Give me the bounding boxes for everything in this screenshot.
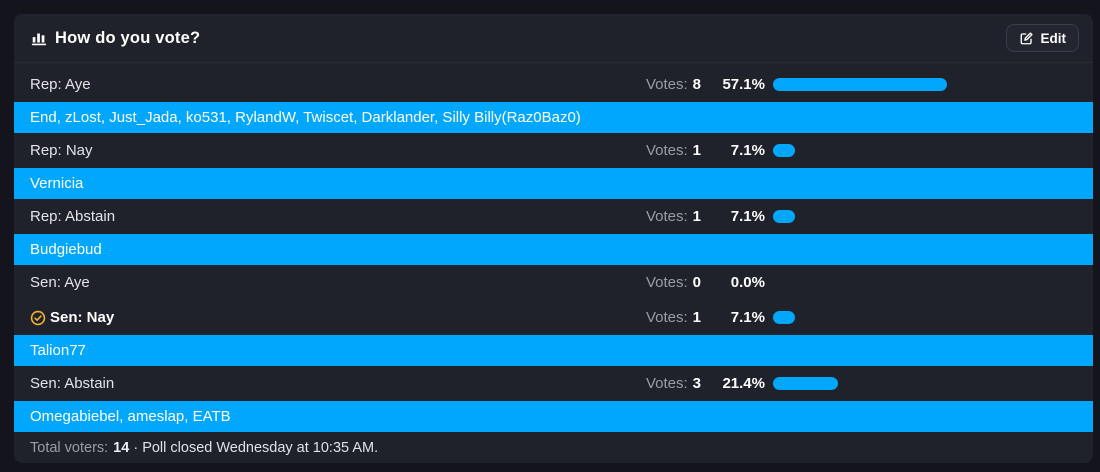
votes-label: Votes: <box>645 142 688 159</box>
option-label-wrap: Sen: Nay <box>30 309 646 326</box>
poll-option-row: Sen: Abstain Votes: 3 21.4% <box>14 366 1093 401</box>
poll-option-row: Rep: Abstain Votes: 1 7.1% <box>14 199 1093 234</box>
voters-banner: Omegabiebel, ameslap, EATB <box>14 401 1093 432</box>
vote-bar <box>773 311 795 324</box>
vote-bar-track <box>773 144 1077 157</box>
check-circle-icon <box>30 310 46 326</box>
percent-value: 21.4% <box>722 375 765 392</box>
option-label: Rep: Aye <box>30 76 91 93</box>
vote-bar-track <box>773 210 1077 223</box>
vote-bar <box>773 377 838 390</box>
percent-value: 57.1% <box>722 76 765 93</box>
voters-banner: Vernicia <box>14 168 1093 199</box>
vote-bar <box>773 210 795 223</box>
vote-bar-track <box>773 78 1077 91</box>
edit-button-label: Edit <box>1040 30 1067 46</box>
votes-count: 3 <box>692 375 701 392</box>
percent-value: 7.1% <box>730 309 765 326</box>
option-label-wrap: Rep: Nay <box>30 142 646 159</box>
poll-footer: Total voters: 14 · Poll closed Wednesday … <box>14 432 1093 463</box>
poll-options-list: Rep: Aye Votes: 8 57.1% End, zLost, Just… <box>14 63 1093 432</box>
edit-button[interactable]: Edit <box>1005 24 1079 52</box>
voters-banner: Budgiebud <box>14 234 1093 265</box>
poll-closed-text: · Poll closed Wednesday at 10:35 AM. <box>129 439 379 456</box>
vote-bar <box>773 144 795 157</box>
voters-names: Talion77 <box>30 342 86 359</box>
voters-names: Vernicia <box>30 175 84 192</box>
percent-value: 7.1% <box>730 208 765 225</box>
voters-names: End, zLost, Just_Jada, ko531, RylandW, T… <box>30 109 581 126</box>
option-label: Rep: Abstain <box>30 208 116 225</box>
option-label-wrap: Rep: Aye <box>30 76 646 93</box>
vote-bar <box>773 78 947 91</box>
vote-bar-track <box>773 311 1077 324</box>
voters-banner: End, zLost, Just_Jada, ko531, RylandW, T… <box>14 102 1093 133</box>
poll-option-row: Sen: Nay Votes: 1 7.1% <box>14 300 1093 335</box>
percent-value: 7.1% <box>730 142 765 159</box>
votes-count: 1 <box>692 142 701 159</box>
option-label: Rep: Nay <box>30 142 93 159</box>
poll-title-wrap: How do you vote? <box>30 29 1006 48</box>
vote-bar-track <box>773 377 1077 390</box>
bar-chart-icon <box>30 29 48 47</box>
votes-count: 8 <box>692 76 701 93</box>
total-voters-count: 14 <box>113 439 130 456</box>
option-label: Sen: Abstain <box>30 375 115 392</box>
option-label: Sen: Aye <box>30 274 90 291</box>
votes-label: Votes: <box>645 375 688 392</box>
votes-count: 0 <box>692 274 701 291</box>
option-label: Sen: Nay <box>50 309 115 326</box>
option-label-wrap: Sen: Aye <box>30 274 646 291</box>
votes-label: Votes: <box>645 309 688 326</box>
poll-header: How do you vote? Edit <box>14 14 1093 63</box>
total-voters-label: Total voters: <box>30 439 109 456</box>
votes-label: Votes: <box>645 208 688 225</box>
voters-banner: Talion77 <box>14 335 1093 366</box>
poll-option-row: Sen: Aye Votes: 0 0.0% <box>14 265 1093 300</box>
option-label-wrap: Rep: Abstain <box>30 208 646 225</box>
voters-names: Omegabiebel, ameslap, EATB <box>30 408 231 425</box>
edit-pencil-icon <box>1019 31 1034 46</box>
votes-count: 1 <box>692 309 701 326</box>
voters-names: Budgiebud <box>30 241 102 258</box>
votes-count: 1 <box>692 208 701 225</box>
poll-option-row: Rep: Aye Votes: 8 57.1% <box>14 67 1093 102</box>
poll-option-row: Rep: Nay Votes: 1 7.1% <box>14 133 1093 168</box>
poll-title: How do you vote? <box>55 28 201 47</box>
percent-value: 0.0% <box>730 274 765 291</box>
option-label-wrap: Sen: Abstain <box>30 375 646 392</box>
votes-label: Votes: <box>645 76 688 93</box>
poll-card: How do you vote? Edit Rep: Aye Votes: 8 <box>14 14 1093 463</box>
votes-label: Votes: <box>645 274 688 291</box>
